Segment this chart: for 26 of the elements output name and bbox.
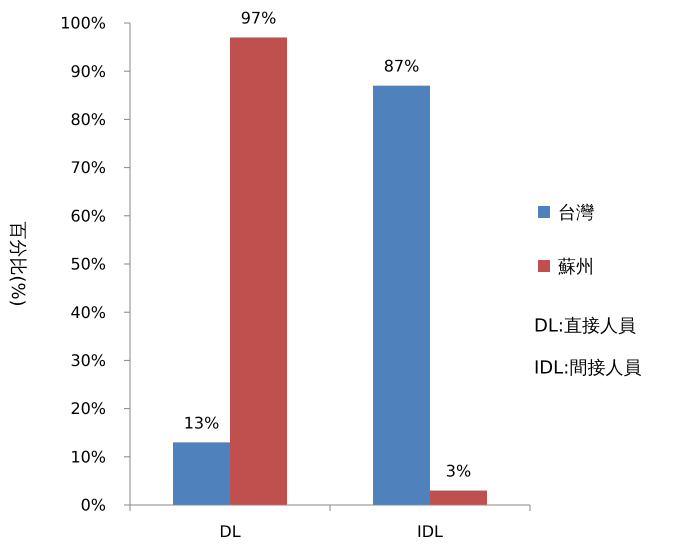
- data-label: 87%: [384, 56, 420, 76]
- y-tick-label: 90%: [70, 62, 106, 81]
- bar: [430, 490, 487, 505]
- bar: [230, 37, 287, 505]
- x-tick-label: DL: [219, 522, 241, 541]
- bar: [173, 442, 230, 505]
- y-tick-label: 50%: [70, 254, 106, 274]
- y-tick-label: 30%: [70, 351, 106, 370]
- y-axis-title: 百分比(%): [7, 221, 28, 307]
- legend-label: 蘇州: [558, 256, 594, 278]
- data-label: 3%: [446, 462, 472, 481]
- y-tick-label: 20%: [70, 399, 106, 418]
- x-tick-label: IDL: [417, 522, 444, 541]
- text: DL:直接人員: [534, 315, 636, 336]
- y-tick-label: 10%: [70, 447, 106, 466]
- bar: [373, 86, 430, 505]
- y-tick-label: 70%: [70, 158, 106, 178]
- y-tick-label: 80%: [70, 110, 106, 129]
- y-tick-label: 40%: [70, 302, 106, 322]
- data-label: 97%: [240, 8, 276, 28]
- y-tick-label: 60%: [70, 206, 106, 226]
- y-tick-label: 0%: [80, 496, 106, 515]
- legend-label: 台灣: [558, 202, 594, 224]
- data-label: 13%: [184, 413, 220, 432]
- y-tick-label: 100%: [60, 14, 106, 33]
- text: IDL:間接人員: [534, 357, 642, 378]
